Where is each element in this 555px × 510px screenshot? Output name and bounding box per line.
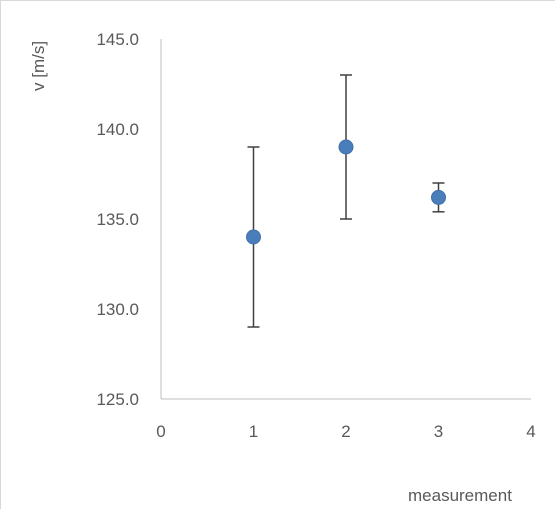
error-bars: [247, 74, 445, 328]
x-tick-label: 2: [341, 422, 350, 441]
data-point: [338, 139, 354, 155]
y-tick-label: 125.0: [96, 390, 139, 409]
data-point: [431, 189, 446, 205]
x-tick-label: 3: [434, 422, 443, 441]
x-axis-title: measurement: [408, 486, 512, 505]
x-tick-label: 1: [249, 422, 258, 441]
x-tick-label: 0: [156, 422, 165, 441]
y-tick-label: 140.0: [96, 120, 139, 139]
y-tick-label: 145.0: [96, 30, 139, 49]
y-tick-label: 135.0: [96, 210, 139, 229]
data-points: [246, 139, 446, 245]
y-tick-label: 130.0: [96, 300, 139, 319]
x-tick-label: 4: [526, 422, 535, 441]
y-axis-title: v [m/s]: [29, 41, 48, 91]
data-point: [246, 229, 261, 245]
axes: [160, 39, 531, 400]
tick-labels: 125.0 130.0 135.0 140.0 145.0 0 1 2 3 4: [96, 30, 535, 441]
